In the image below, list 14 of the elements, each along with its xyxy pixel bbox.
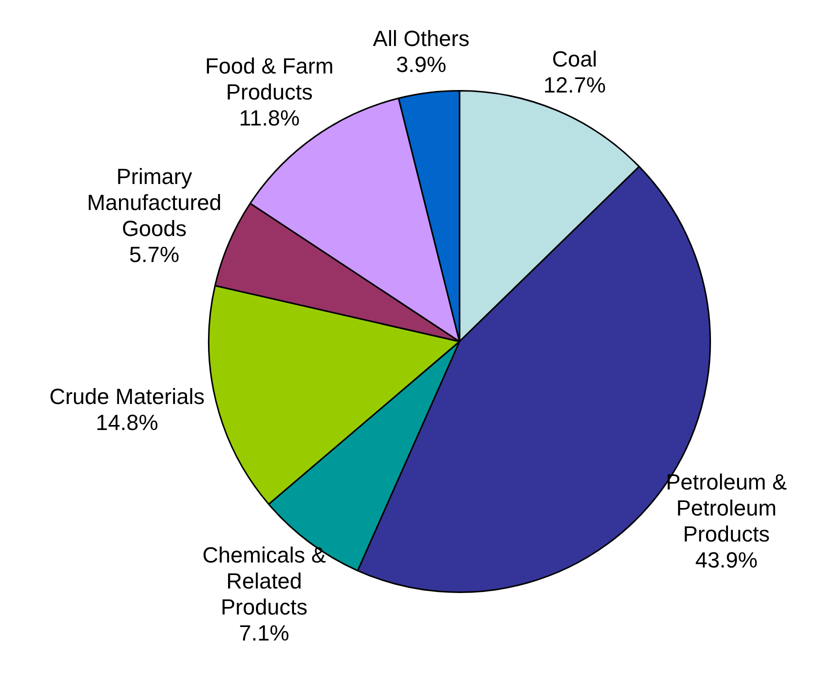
data-label: 43.9% <box>695 548 758 573</box>
slice-label: Primary Manufactured Goods <box>86 164 222 242</box>
slice-label: Coal <box>552 46 598 72</box>
slice-label: Chemicals & Related Products <box>202 542 326 620</box>
slice-label: All Others <box>372 26 470 51</box>
slice-label: Food & Farm Products <box>205 54 334 105</box>
data-label: 11.8% <box>238 106 300 131</box>
data-label: 3.9% <box>396 52 446 77</box>
data-label: 5.7% <box>129 242 180 268</box>
data-label: 12.7% <box>543 72 606 98</box>
slice-label: Crude Materials <box>49 384 205 409</box>
slice-label: Petroleum & Petroleum Products <box>666 470 788 547</box>
data-label: 7.1% <box>239 620 290 646</box>
data-label: 14.8% <box>96 410 158 435</box>
